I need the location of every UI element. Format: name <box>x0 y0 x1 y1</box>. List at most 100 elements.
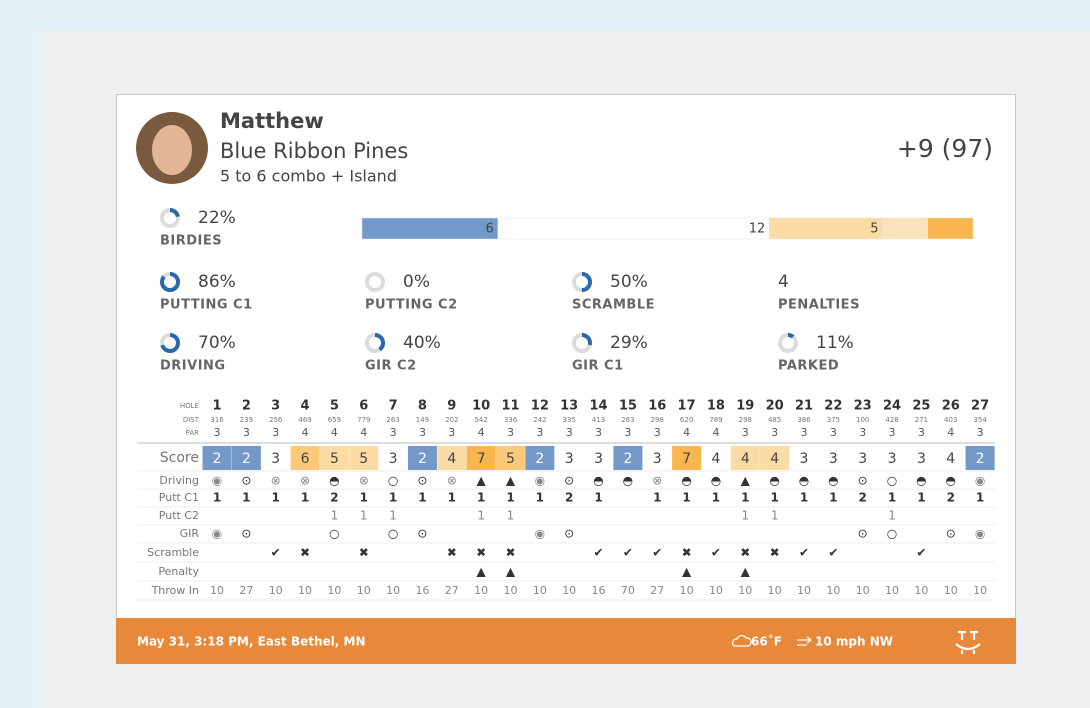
cell-driving: ◓ <box>711 474 721 488</box>
score-value: 2 <box>535 451 544 467</box>
hole-par: 3 <box>448 426 455 439</box>
cell-throw-in: 10 <box>738 584 752 597</box>
cell-scramble: ✔ <box>652 546 662 560</box>
cell-putt-c1: 1 <box>272 491 280 505</box>
hole-distance: 149 <box>416 416 429 424</box>
total-score: +9 (97) <box>897 134 993 163</box>
hole-distance: 263 <box>621 416 634 424</box>
cell-throw-in: 10 <box>533 584 547 597</box>
hole-number: 12 <box>531 399 549 414</box>
hole-distance: 316 <box>210 416 224 424</box>
stat-label: GIR C1 <box>572 359 624 374</box>
hole-par: 3 <box>742 426 749 439</box>
cell-scramble: ✖ <box>740 546 750 560</box>
hole-distance: 263 <box>386 416 399 424</box>
cell-driving: ⊙ <box>858 474 868 488</box>
hole-distance: 336 <box>504 416 518 424</box>
score-value: 3 <box>858 451 867 467</box>
cell-driving: ◉ <box>975 474 985 488</box>
cell-gir: ○ <box>388 527 398 541</box>
cell-throw-in: 10 <box>269 584 283 597</box>
score-value: 2 <box>418 451 427 467</box>
cell-scramble: ✔ <box>271 546 281 560</box>
hole-par: 3 <box>830 426 837 439</box>
hole-number: 8 <box>418 399 427 414</box>
cell-putt-c2: 1 <box>507 509 515 523</box>
hole-par: 3 <box>536 426 543 439</box>
cell-putt-c1: 1 <box>770 491 778 505</box>
hole-distance: 620 <box>680 416 693 424</box>
cell-putt-c2: 1 <box>741 509 749 523</box>
cell-putt-c1: 2 <box>859 491 867 505</box>
hole-distance: 386 <box>797 416 811 424</box>
cell-putt-c1: 1 <box>536 491 544 505</box>
score-bar-label: 12 <box>749 222 766 237</box>
stat-label: SCRAMBLE <box>572 298 655 313</box>
cell-putt-c1: 1 <box>213 491 221 505</box>
hole-number: 13 <box>560 399 578 414</box>
score-value: 5 <box>359 451 368 467</box>
hole-number: 7 <box>389 399 398 414</box>
cell-putt-c1: 1 <box>506 491 514 505</box>
cell-driving: ⊙ <box>241 474 251 488</box>
hole-number: 26 <box>942 399 960 414</box>
stat-label: BIRDIES <box>160 234 222 249</box>
cell-putt-c1: 1 <box>741 491 749 505</box>
hole-distance: 403 <box>944 416 957 424</box>
score-bar-segment <box>928 218 973 239</box>
hole-number: 5 <box>330 399 339 414</box>
cell-throw-in: 10 <box>797 584 811 597</box>
hole-distance: 469 <box>298 416 311 424</box>
hole-par: 4 <box>331 426 338 439</box>
cell-throw-in: 27 <box>239 584 253 597</box>
cell-driving: ⊙ <box>564 474 574 488</box>
cell-gir: ○ <box>329 527 339 541</box>
score-value: 4 <box>741 451 750 467</box>
hole-distance: 242 <box>533 416 546 424</box>
cell-putt-c1: 1 <box>477 491 485 505</box>
cell-throw-in: 10 <box>327 584 341 597</box>
hole-par: 3 <box>918 426 925 439</box>
hole-distance: 354 <box>973 416 987 424</box>
score-bar-label: 6 <box>485 222 493 237</box>
cell-throw-in: 10 <box>474 584 488 597</box>
scorecard-screen: Matthew Blue Ribbon Pines 5 to 6 combo +… <box>0 0 1090 708</box>
score-value: 3 <box>271 451 280 467</box>
cell-driving: ⊗ <box>359 474 369 488</box>
cell-putt-c2: 1 <box>360 509 368 523</box>
cell-driving: ◓ <box>828 474 838 488</box>
cell-penalty: ▲ <box>682 565 692 579</box>
cell-putt-c1: 2 <box>565 491 573 505</box>
cell-putt-c2: 1 <box>771 509 779 523</box>
hole-distance: 428 <box>885 416 898 424</box>
cell-putt-c1: 2 <box>947 491 955 505</box>
cell-driving: ⊗ <box>447 474 457 488</box>
score-value: 4 <box>770 451 779 467</box>
hole-distance: 202 <box>445 416 458 424</box>
cell-throw-in: 16 <box>415 584 429 597</box>
hole-distance: 789 <box>709 416 722 424</box>
hole-number: 22 <box>824 399 842 414</box>
hole-distance: 100 <box>856 416 869 424</box>
row-label: Penalty <box>158 565 199 578</box>
score-value: 2 <box>976 451 985 467</box>
row-label: PAR <box>186 429 200 437</box>
hole-number: 25 <box>912 399 930 414</box>
cell-throw-in: 10 <box>944 584 958 597</box>
cell-throw-in: 10 <box>914 584 928 597</box>
hole-par: 3 <box>595 426 602 439</box>
hole-number: 2 <box>242 399 251 414</box>
cell-throw-in: 10 <box>386 584 400 597</box>
hole-par: 4 <box>683 426 690 439</box>
score-bar-segment <box>769 218 882 239</box>
cell-driving: ◓ <box>946 474 956 488</box>
hole-number: 20 <box>766 399 784 414</box>
cell-throw-in: 10 <box>680 584 694 597</box>
hole-number: 21 <box>795 399 813 414</box>
stat-label: PUTTING C1 <box>160 298 253 313</box>
hole-par: 3 <box>390 426 397 439</box>
cell-putt-c2: 1 <box>331 509 339 523</box>
cell-gir: ⊙ <box>241 527 251 541</box>
hole-distance: 298 <box>739 416 752 424</box>
cell-penalty: ▲ <box>506 565 516 579</box>
